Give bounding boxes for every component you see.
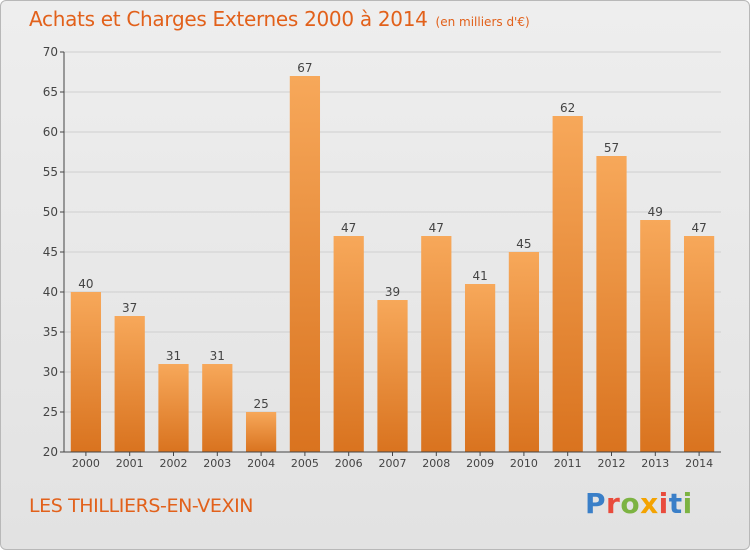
x-tick-label-2004: 2004 [247, 457, 275, 470]
chart-title: Achats et Charges Externes 2000 à 2014 [29, 7, 428, 31]
x-tick-label-2001: 2001 [116, 457, 144, 470]
x-tick-label-2007: 2007 [379, 457, 407, 470]
bar-2013 [640, 220, 671, 452]
logo-letter: t [668, 487, 683, 520]
data-label-2007: 39 [385, 285, 400, 299]
data-label-2014: 47 [691, 221, 706, 235]
data-label-2008: 47 [429, 221, 444, 235]
logo-letter: r [606, 487, 621, 520]
chart-title-block: Achats et Charges Externes 2000 à 2014 (e… [29, 7, 530, 31]
x-tick-label-2010: 2010 [510, 457, 538, 470]
y-tick-label: 60 [43, 125, 58, 139]
bar-2012 [596, 156, 627, 452]
x-tick-label-2009: 2009 [466, 457, 494, 470]
bar-2003 [202, 364, 233, 452]
x-tick-label-2012: 2012 [598, 457, 626, 470]
bar-2001 [114, 316, 145, 452]
x-tick-label-2005: 2005 [291, 457, 319, 470]
data-label-2012: 57 [604, 141, 619, 155]
y-tick-label: 35 [43, 325, 58, 339]
logo-letter: i [658, 487, 669, 520]
data-label-2002: 31 [166, 349, 181, 363]
bar-2011 [552, 116, 583, 452]
data-label-2013: 49 [648, 205, 663, 219]
bar-2004 [245, 412, 277, 452]
bar-2009 [464, 284, 496, 452]
y-tick-label: 50 [43, 205, 58, 219]
logo-letter: i [682, 487, 693, 520]
bars [70, 76, 715, 452]
data-label-2003: 31 [210, 349, 225, 363]
data-label-2006: 47 [341, 221, 356, 235]
data-label-2000: 40 [78, 277, 93, 291]
logo-letter: x [640, 487, 659, 520]
x-tick-label-2003: 2003 [203, 457, 231, 470]
x-tick-label-2014: 2014 [685, 457, 713, 470]
x-tick-label-2011: 2011 [554, 457, 582, 470]
data-label-2009: 41 [472, 269, 487, 283]
x-tick-label-2002: 2002 [160, 457, 188, 470]
data-label-2004: 25 [253, 397, 268, 411]
data-label-2001: 37 [122, 301, 137, 315]
data-label-2011: 62 [560, 101, 575, 115]
bar-2005 [289, 76, 321, 452]
y-tick-label: 70 [43, 45, 58, 59]
x-tick-label-2006: 2006 [335, 457, 363, 470]
y-tick-label: 45 [43, 245, 58, 259]
x-tick-label-2013: 2013 [641, 457, 669, 470]
y-tick-label: 65 [43, 85, 58, 99]
axes: 20 25 30 35 40 45 50 55 60 65 70 2000 2001 2002 2003 20… [43, 45, 721, 470]
y-tick-label: 30 [43, 365, 58, 379]
y-tick-label: 20 [43, 445, 58, 459]
data-labels: 40 37 31 31 25 67 47 39 47 41 45 62 57 49 47 [78, 61, 706, 411]
commune-name: LES THILLIERS-EN-VEXIN [29, 495, 254, 517]
y-tick-label: 25 [43, 405, 58, 419]
y-tick-label: 40 [43, 285, 58, 299]
bar-2002 [158, 364, 189, 452]
bar-2000 [70, 292, 102, 452]
bar-2008 [421, 236, 452, 452]
data-label-2005: 67 [297, 61, 312, 75]
x-tick-label-2000: 2000 [72, 457, 100, 470]
logo-letter: P [585, 487, 607, 520]
bar-2010 [508, 252, 540, 452]
x-tick-label-2008: 2008 [422, 457, 450, 470]
proxiti-logo: Proxiti [585, 487, 693, 520]
data-label-2010: 45 [516, 237, 531, 251]
bar-2007 [377, 300, 408, 452]
bar-2014 [683, 236, 715, 452]
y-tick-label: 55 [43, 165, 58, 179]
bar-2006 [333, 236, 364, 452]
logo-letter: o [620, 487, 641, 520]
chart-unit: (en milliers d'€) [435, 15, 530, 29]
